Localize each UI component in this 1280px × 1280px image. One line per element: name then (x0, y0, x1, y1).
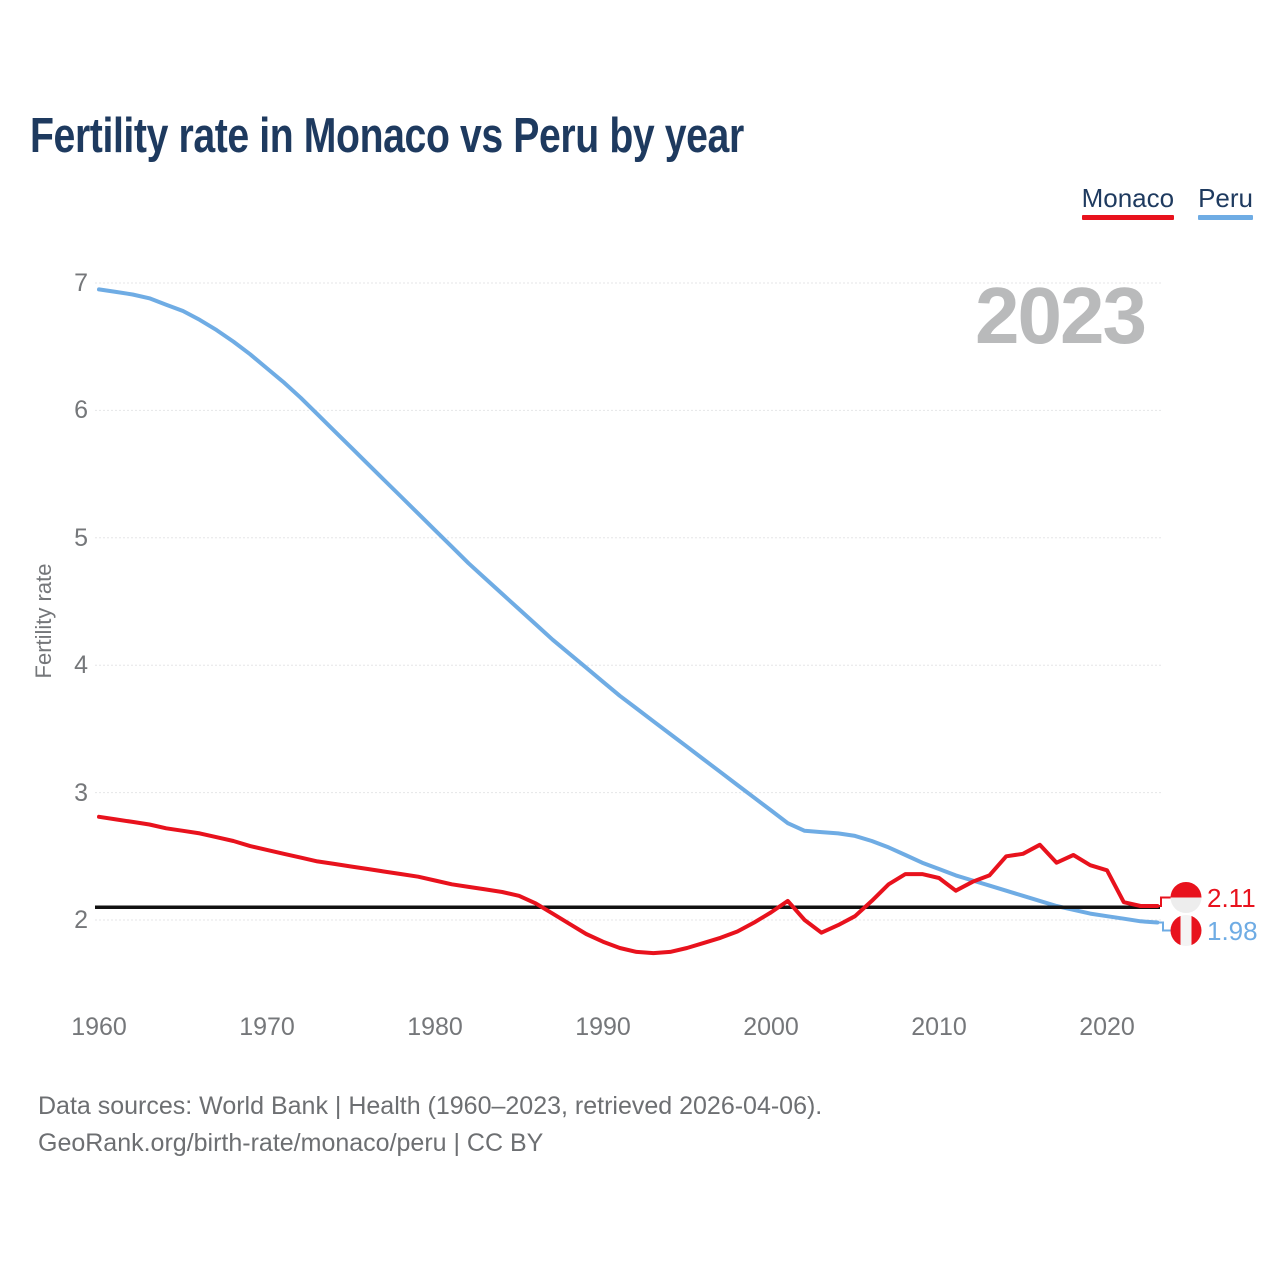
monaco-end-value: 2.11 (1207, 883, 1256, 913)
monaco-flag-icon (1170, 882, 1202, 913)
legend-underline-peru (1198, 215, 1253, 220)
x-tick-label-2020: 2020 (1079, 1013, 1135, 1041)
x-tick-label-1970: 1970 (239, 1013, 295, 1041)
peru-connector (1157, 921, 1171, 932)
y-tick-label-2: 2 (74, 906, 88, 934)
legend-underline-monaco (1081, 215, 1175, 220)
x-tick-label-1960: 1960 (71, 1013, 127, 1041)
monaco-line[interactable] (97, 814, 1160, 956)
watermark-year: 2023 (975, 271, 1147, 360)
y-tick-label-6: 6 (74, 396, 88, 425)
x-tick-label-2010: 2010 (911, 1013, 967, 1041)
peru-flag-icon (1170, 915, 1202, 946)
footer-attribution-line: GeoRank.org/birth-rate/monaco/peru | CC … (38, 1129, 544, 1157)
legend-label-peru: Peru (1198, 183, 1253, 213)
x-tick-label-1990: 1990 (575, 1013, 631, 1041)
legend-item-peru[interactable]: Peru (1198, 185, 1253, 220)
monaco-connector (1157, 896, 1171, 907)
footer-source-line: Data sources: World Bank | Health (1960–… (38, 1092, 823, 1120)
y-tick-label-3: 3 (74, 778, 88, 807)
peru-end-value: 1.98 (1207, 916, 1258, 946)
y-tick-label-5: 5 (74, 523, 88, 552)
peru-line[interactable] (97, 287, 1160, 925)
legend: Monaco Peru (1081, 183, 1253, 220)
legend-label-monaco: Monaco (1081, 183, 1175, 213)
x-tick-label-2000: 2000 (743, 1013, 799, 1041)
footer: Data sources: World Bank | Health (1960–… (38, 1088, 822, 1162)
chart-title: Fertility rate in Monaco vs Peru by year (30, 109, 744, 163)
gridlines (95, 282, 1162, 921)
y-tick-label-4: 4 (74, 651, 88, 680)
x-tick-label-1980: 1980 (407, 1013, 463, 1041)
legend-item-monaco[interactable]: Monaco (1081, 183, 1175, 220)
y-tick-label-7: 7 (74, 269, 88, 297)
